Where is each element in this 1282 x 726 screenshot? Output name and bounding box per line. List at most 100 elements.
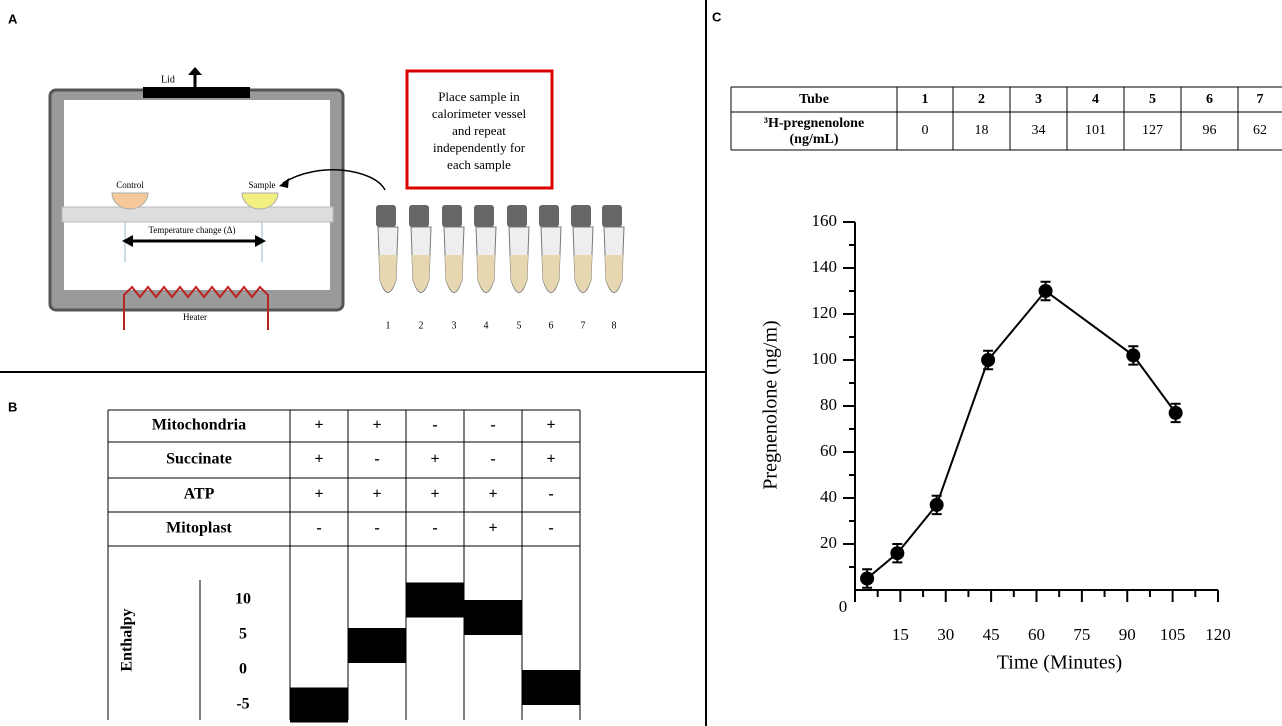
y-tick-label: 5 [239, 626, 247, 643]
x-tick-label: 15 [892, 625, 909, 644]
bar [290, 688, 348, 723]
cell: 62 [1253, 123, 1267, 138]
tube-cap [409, 205, 429, 227]
label: Control [116, 180, 144, 190]
point [1039, 284, 1053, 298]
y-axis-label: Enthalpy [119, 608, 136, 671]
tube-number: 6 [549, 320, 554, 331]
tube-liquid [477, 255, 495, 292]
row-label: Mitochondria [152, 417, 246, 434]
lid [143, 87, 250, 98]
cell: + [314, 486, 323, 503]
bar [348, 628, 406, 663]
panel-label: B [8, 399, 17, 414]
label: Sample [249, 180, 276, 190]
point [860, 572, 874, 586]
x-tick-label: 90 [1119, 625, 1136, 644]
panel-label: A [8, 11, 18, 26]
row-label: Succinate [166, 451, 232, 468]
x-tick-label: 105 [1160, 625, 1186, 644]
tube-cap [571, 205, 591, 227]
cell: - [548, 486, 553, 503]
tube-liquid [574, 255, 592, 292]
cell: 127 [1142, 123, 1163, 138]
instruction-line: independently for [433, 140, 526, 155]
cell: - [490, 417, 495, 434]
x-tick-label: 30 [937, 625, 954, 644]
cell: - [432, 520, 437, 537]
y-tick-label: 140 [812, 257, 838, 276]
bar [464, 600, 522, 635]
x-tick-label: 75 [1073, 625, 1090, 644]
tube-liquid [379, 255, 397, 292]
tube: 2 [978, 92, 985, 107]
y-tick-label: 80 [820, 395, 837, 414]
row-label: (ng/mL) [790, 132, 839, 147]
tube-liquid [412, 255, 430, 292]
arrow [188, 67, 202, 75]
cell: - [316, 520, 321, 537]
tube-number: 5 [517, 320, 522, 331]
tube-number: 4 [484, 320, 489, 331]
tube-number: 2 [419, 320, 424, 331]
tube-number: 1 [386, 320, 391, 331]
instruction-line: calorimeter vessel [432, 106, 527, 121]
x-tick-label: 60 [1028, 625, 1045, 644]
vessel [64, 100, 330, 290]
point [1169, 406, 1183, 420]
tube-cap [507, 205, 527, 227]
bar [522, 670, 580, 705]
cell: 18 [975, 123, 989, 138]
cell: 0 [922, 123, 929, 138]
x-tick-label: 45 [983, 625, 1000, 644]
tube-liquid [542, 255, 560, 292]
tube: 1 [922, 92, 929, 107]
cell: - [432, 417, 437, 434]
cell: + [430, 486, 439, 503]
cell: + [372, 486, 381, 503]
tube-cap [474, 205, 494, 227]
tube: 7 [1257, 92, 1264, 107]
header: Tube [799, 92, 829, 107]
tube: 6 [1206, 92, 1213, 107]
tube: 5 [1149, 92, 1156, 107]
tube-number: 8 [612, 320, 617, 331]
point [890, 546, 904, 560]
tube-cap [539, 205, 559, 227]
instruction-line: each sample [447, 157, 511, 172]
cell: 101 [1085, 123, 1106, 138]
tube-number: 3 [452, 320, 457, 331]
tube: 3 [1035, 92, 1042, 107]
x-tick-label: 0 [839, 597, 848, 616]
cell: + [314, 451, 323, 468]
cell: + [314, 417, 323, 434]
y-tick-label: 20 [820, 533, 837, 552]
label: Lid [161, 74, 175, 85]
line [867, 291, 1176, 579]
cell: + [546, 417, 555, 434]
instruction-line: Place sample in [438, 89, 520, 104]
y-tick-label: 60 [820, 441, 837, 460]
cell: + [488, 520, 497, 537]
figure: A B C Lid Control Sample Temperature cha… [0, 0, 1282, 726]
row-label: ATP [184, 486, 215, 503]
cell: 34 [1032, 123, 1046, 138]
cell: + [546, 451, 555, 468]
y-tick-label: -5 [236, 696, 249, 713]
cell: 96 [1203, 123, 1217, 138]
y-tick-label: 160 [812, 211, 838, 230]
cell: - [374, 520, 379, 537]
platform [62, 207, 333, 222]
tube: 4 [1092, 92, 1099, 107]
x-axis-label: Time (Minutes) [997, 652, 1122, 674]
cell: + [430, 451, 439, 468]
y-axis-label: Pregnenolone (ng/m) [760, 320, 782, 489]
y-tick-label: 0 [239, 661, 247, 678]
label: Temperature change (Δ) [148, 225, 235, 235]
y-tick-label: 120 [812, 303, 838, 322]
tube-number: 7 [581, 320, 586, 331]
tube-liquid [510, 255, 528, 292]
y-tick-label: 10 [235, 591, 251, 608]
tube-cap [376, 205, 396, 227]
y-tick-label: 100 [812, 349, 838, 368]
